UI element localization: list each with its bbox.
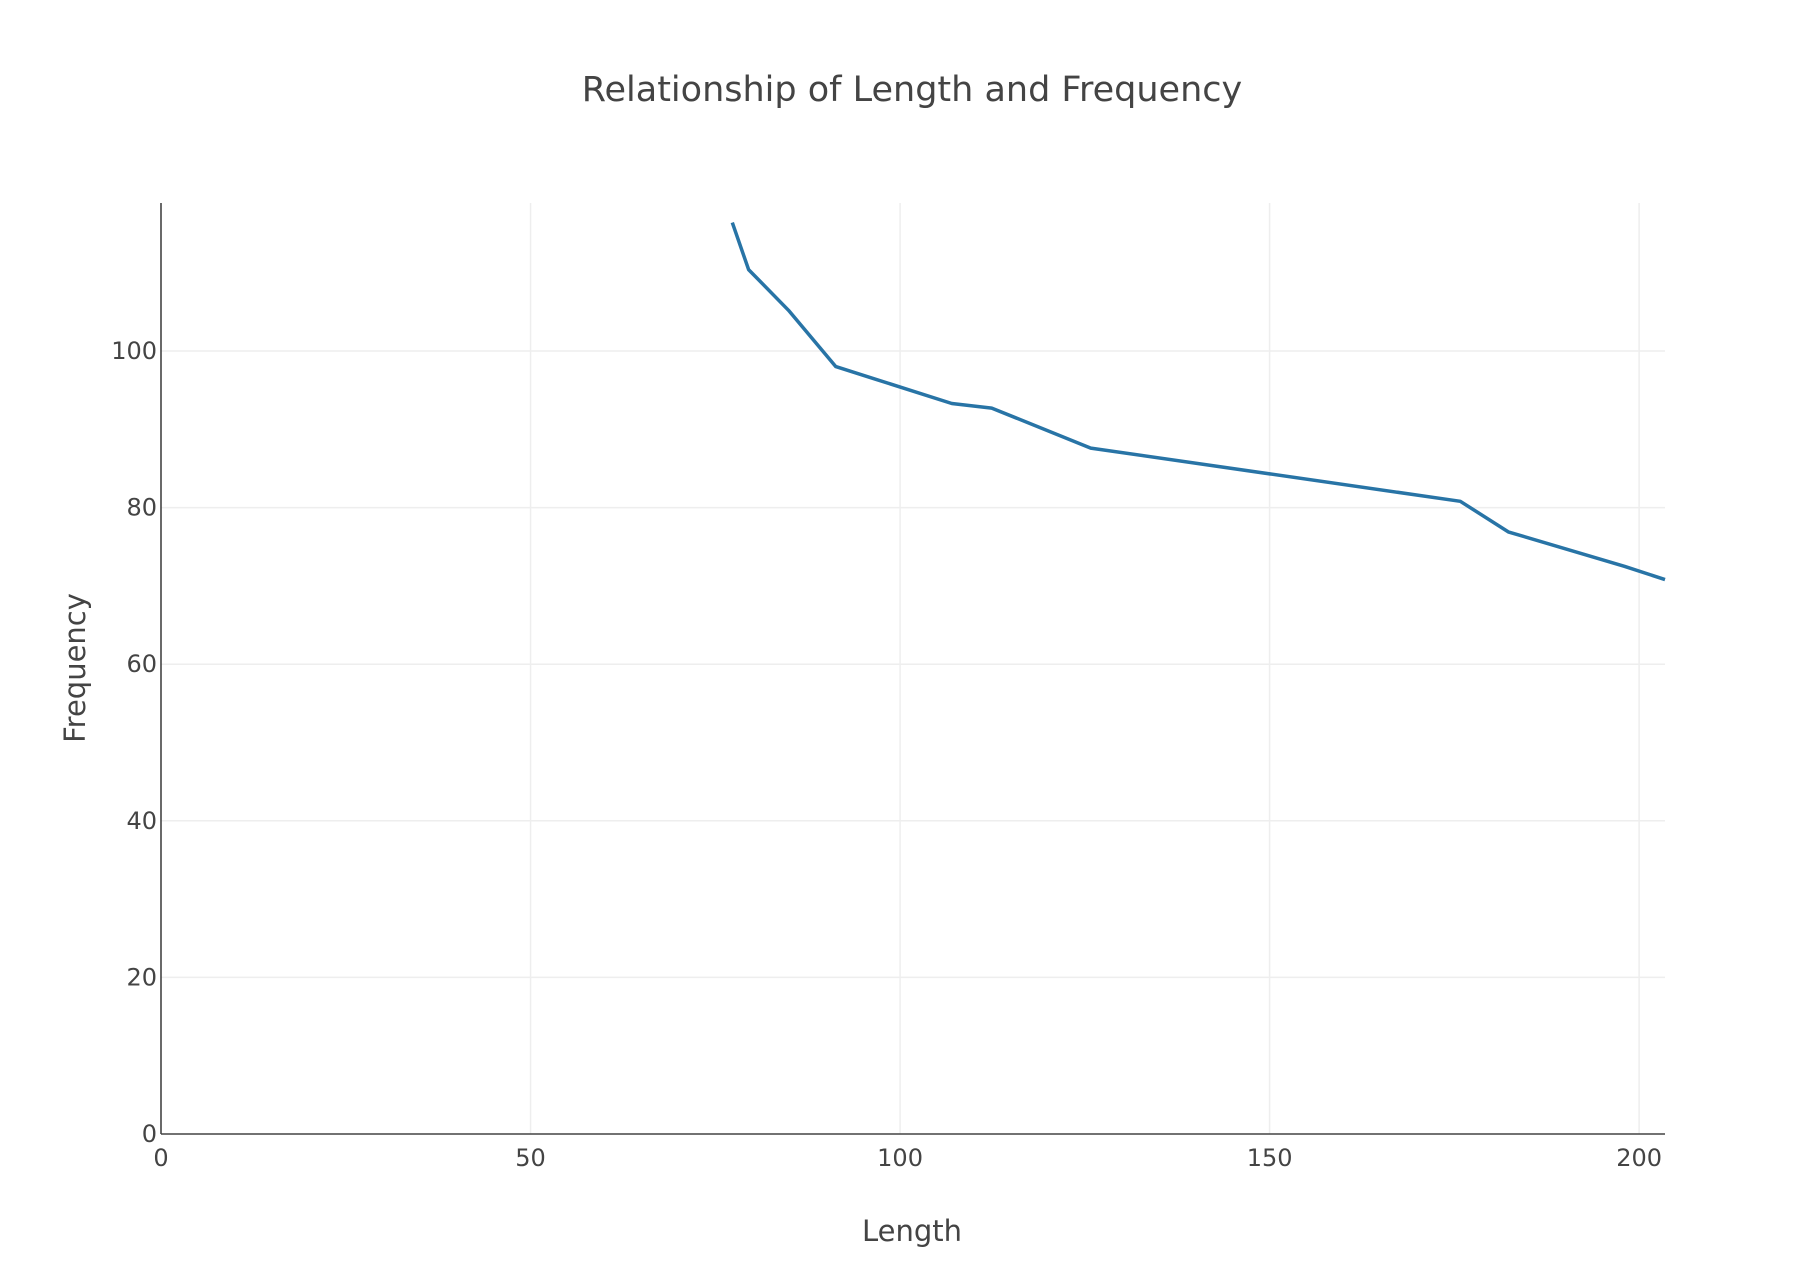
x-tick-labels: 0 50 100 150 200 (153, 1144, 1662, 1172)
y-tick-label-1: 20 (126, 963, 157, 991)
x-tick-label-0: 0 (153, 1144, 168, 1172)
y-axis-title: Frequency (58, 593, 92, 743)
y-tick-label-4: 80 (126, 494, 157, 522)
x-tick-label-2: 100 (877, 1144, 923, 1172)
y-tick-label-3: 60 (126, 650, 157, 678)
y-gridlines (161, 350, 1665, 979)
series-group (730, 222, 1666, 582)
y-tick-label-2: 40 (126, 807, 157, 835)
x-axis-title: Length (862, 1214, 962, 1248)
x-tick-label-1: 50 (515, 1144, 546, 1172)
y-tick-labels: 0 20 40 60 80 100 (111, 337, 157, 1148)
chart-title: Relationship of Length and Frequency (582, 70, 1242, 110)
x-tick-label-3: 150 (1247, 1144, 1293, 1172)
y-tick-label-0: 0 (142, 1120, 157, 1148)
x-tick-label-4: 200 (1616, 1144, 1662, 1172)
y-tick-label-5: 100 (111, 337, 157, 365)
x-gridlines (529, 203, 1640, 1134)
series-line-0 (730, 222, 1666, 582)
